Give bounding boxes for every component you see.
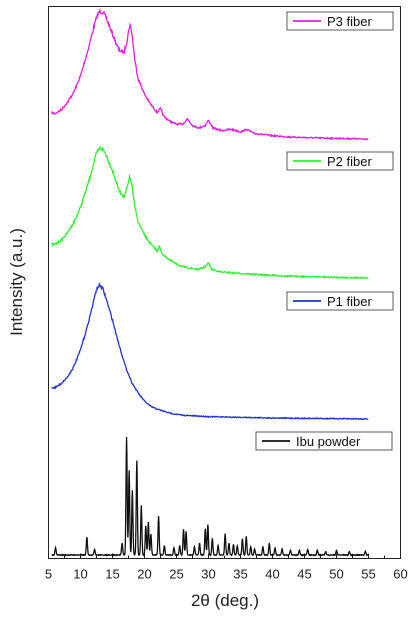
x-tick-label: 45 <box>297 567 311 582</box>
series-line <box>51 437 369 557</box>
x-tick-label: 40 <box>265 567 279 582</box>
legend-label: P1 fiber <box>327 294 372 309</box>
legends: P3 fiber P2 fiber P1 fiber Ibu powder <box>255 11 394 451</box>
legend-label: Ibu powder <box>296 434 361 449</box>
x-tick-label: 15 <box>105 567 119 582</box>
legend-label: P3 fiber <box>327 14 372 29</box>
x-tick-label: 10 <box>73 567 87 582</box>
x-tick-label: 55 <box>361 567 375 582</box>
legend-label: P2 fiber <box>327 154 372 169</box>
x-axis-ticks: 5 10 15 20 25 30 35 40 45 50 55 60 <box>45 553 408 582</box>
y-axis-label: Intensity (a.u.) <box>7 228 26 336</box>
series-line <box>51 9 369 141</box>
legend-box <box>286 291 394 311</box>
legend-box <box>286 151 394 171</box>
plot-frame <box>48 6 401 559</box>
x-tick-label: 20 <box>137 567 151 582</box>
series-line <box>51 145 369 280</box>
x-tick-label: 35 <box>233 567 247 582</box>
x-axis-label: 2θ (deg.) <box>191 591 259 610</box>
legend-box <box>255 431 393 451</box>
x-tick-label: 30 <box>201 567 215 582</box>
series-traces <box>51 9 369 557</box>
series-line <box>51 282 369 421</box>
legend-box <box>286 11 394 31</box>
x-tick-label: 60 <box>393 567 407 582</box>
x-tick-label: 5 <box>45 567 52 582</box>
x-tick-label: 25 <box>169 567 183 582</box>
x-tick-label: 50 <box>329 567 343 582</box>
